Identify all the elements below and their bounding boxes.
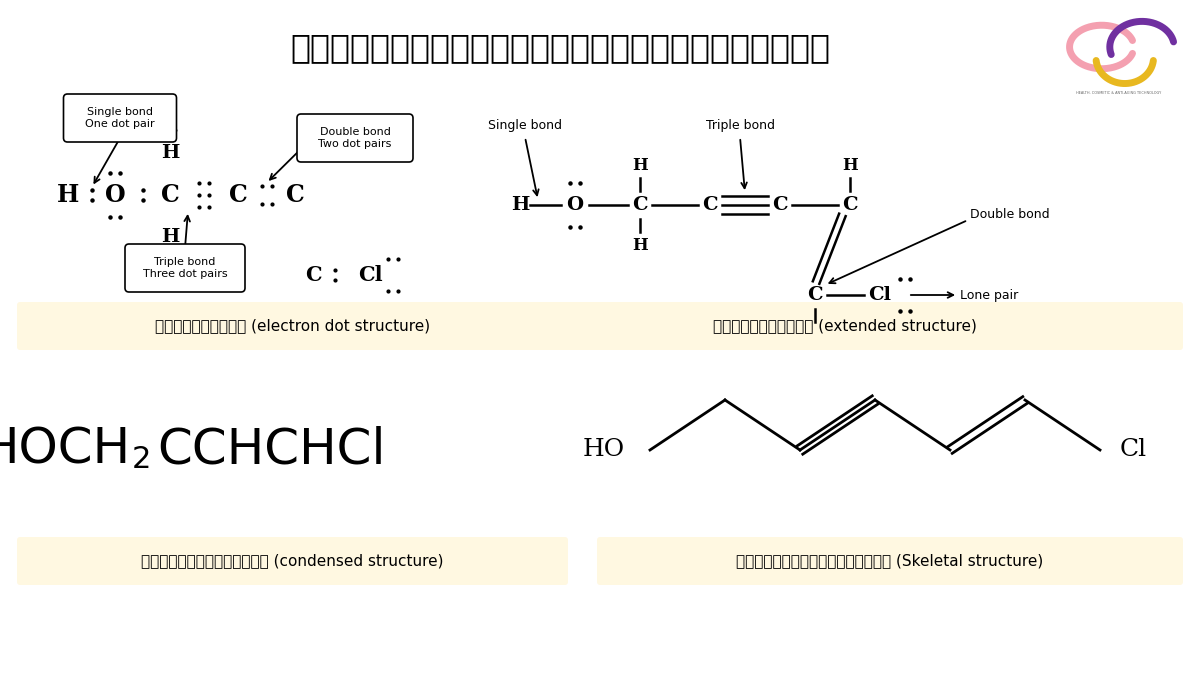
Text: Double bond
Two dot pairs: Double bond Two dot pairs [318,127,391,148]
FancyBboxPatch shape [298,114,413,162]
Text: H: H [305,304,322,322]
Text: H: H [632,236,648,254]
FancyBboxPatch shape [17,537,568,585]
Text: CCHCHCl: CCHCHCl [157,426,385,474]
Text: Cl: Cl [869,286,892,304]
Text: Triple bond: Triple bond [706,119,774,132]
FancyBboxPatch shape [125,244,245,292]
Text: Cl: Cl [1120,439,1147,462]
Text: HEALTH, COSMETIC & ANTI-AGING TECHNOLOGY: HEALTH, COSMETIC & ANTI-AGING TECHNOLOGY [1076,91,1162,95]
FancyBboxPatch shape [17,302,568,350]
Text: สูตรแบบโครงกระดูก (Skeletal structure): สูตรแบบโครงกระดูก (Skeletal structure) [737,554,1044,568]
Text: สูตรโครงสร้างของสารอินทรีย์: สูตรโครงสร้างของสารอินทรีย์ [290,32,830,65]
Text: Double bond: Double bond [970,209,1050,221]
Text: HO: HO [583,439,625,462]
Text: H: H [808,327,823,344]
Text: H: H [308,148,326,166]
Text: Single bond: Single bond [488,119,562,132]
Text: C: C [808,286,823,304]
Text: H: H [842,157,858,173]
Text: C: C [286,183,305,207]
Text: สูตรแบบโมเลกุล (condensed structure): สูตรแบบโมเลกุล (condensed structure) [142,554,444,568]
Text: O: O [566,196,583,214]
Text: HOCH: HOCH [0,426,130,474]
Text: H: H [161,228,179,246]
Text: C: C [305,265,322,285]
Text: Triple bond
Three dot pairs: Triple bond Three dot pairs [143,257,227,279]
FancyBboxPatch shape [64,94,176,142]
Text: 2: 2 [132,446,151,475]
Text: H: H [632,157,648,173]
Text: H: H [161,144,179,162]
Text: C: C [632,196,648,214]
Text: O: O [104,183,125,207]
Text: C: C [702,196,718,214]
FancyBboxPatch shape [508,302,1183,350]
Text: H: H [511,196,529,214]
Text: C: C [772,196,788,214]
Text: Lone pair: Lone pair [960,288,1019,302]
Text: สูตรแบบจุด (electron dot structure): สูตรแบบจุด (electron dot structure) [155,319,430,333]
Text: Cl: Cl [358,265,383,285]
Text: C: C [161,183,179,207]
Text: H: H [56,183,79,207]
Text: C: C [842,196,858,214]
FancyBboxPatch shape [598,537,1183,585]
Text: สูตรแบบเส้น (extended structure): สูตรแบบเส้น (extended structure) [713,319,977,333]
Text: Single bond
One dot pair: Single bond One dot pair [85,107,155,129]
Text: C: C [229,183,247,207]
